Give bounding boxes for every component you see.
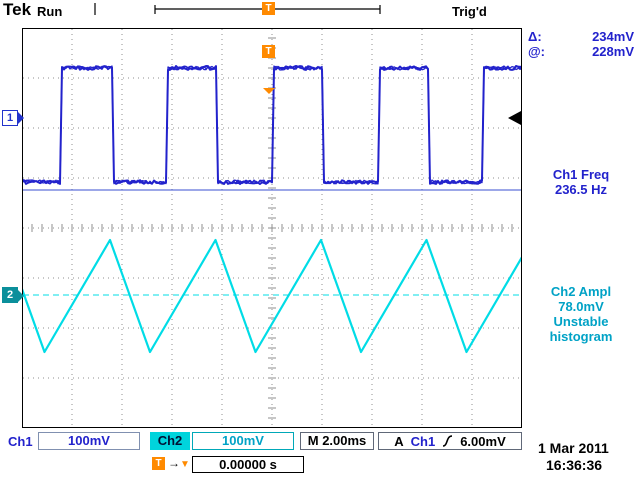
ch1-trace xyxy=(23,65,521,185)
graticule-border xyxy=(22,28,522,428)
ch2-scale-value: 100mV xyxy=(192,432,294,450)
ch2-position-marker-label: 2 xyxy=(6,289,14,301)
timebase-label: M xyxy=(307,433,319,448)
ch2-position-marker: 2 xyxy=(2,287,24,303)
brand-logo: Tek xyxy=(3,0,32,19)
ch2-measurement-title: Ch2 Ampl xyxy=(550,284,612,299)
ch2-marker-arrow-icon xyxy=(17,289,24,303)
date-display: 1 Mar 2011 xyxy=(538,440,609,456)
cursor-delta-label: Δ: xyxy=(528,29,542,44)
record-view-bar xyxy=(94,3,381,15)
trigger-level-value: 6.00mV xyxy=(460,433,506,449)
ch1-scale-label: Ch1 xyxy=(8,434,33,449)
trigger-position-marker-label: T xyxy=(262,45,275,58)
acquisition-status: Run xyxy=(37,4,63,19)
delay-t-marker: T xyxy=(152,457,165,470)
trigger-mode-label: A xyxy=(394,433,404,449)
rising-slope-icon xyxy=(443,435,453,447)
graticule-grid xyxy=(23,29,521,427)
horizontal-delay-value: 0.00000 s xyxy=(192,456,304,473)
time-display: 16:36:36 xyxy=(546,457,603,473)
trigger-readout: A Ch1 6.00mV xyxy=(378,432,522,450)
ch1-position-marker: 1 xyxy=(2,110,24,126)
cursor-at-readout: @: 228mV xyxy=(528,44,634,59)
trigger-level-arrow-icon xyxy=(508,111,521,125)
trigger-source: Ch1 xyxy=(410,433,436,449)
timebase-readout: M 2.00ms xyxy=(300,432,374,450)
trigger-status: Trig'd xyxy=(452,4,487,19)
cursor-at-label: @: xyxy=(528,44,546,59)
ch2-scale-label: Ch2 xyxy=(150,432,190,450)
ch2-measurement-note2: histogram xyxy=(549,329,613,344)
cursor-at-value: 228mV xyxy=(592,44,634,59)
cursor-delta-readout: Δ: 234mV xyxy=(528,29,634,44)
ch1-measurement-title: Ch1 Freq xyxy=(552,167,610,182)
ch1-scale-value: 100mV xyxy=(38,432,140,450)
trigger-record-marker: T xyxy=(262,2,275,15)
ch2-trace xyxy=(23,238,521,354)
ch1-measurement-value: 236.5 Hz xyxy=(554,182,608,197)
ch2-measurement-note1: Unstable xyxy=(553,314,609,329)
timebase-value: 2.00ms xyxy=(322,433,367,448)
trigger-position-arrow-icon xyxy=(262,88,275,94)
delay-down-marker-icon: ▼ xyxy=(180,459,190,470)
cursor-delta-value: 234mV xyxy=(592,29,634,44)
ch2-measurement-value: 78.0mV xyxy=(558,299,604,314)
ch1-marker-arrow-icon xyxy=(17,111,24,125)
delay-arrow-icon: → xyxy=(168,456,180,470)
trigger-position-marker: T xyxy=(262,15,276,124)
ch1-position-marker-label: 1 xyxy=(6,112,14,124)
